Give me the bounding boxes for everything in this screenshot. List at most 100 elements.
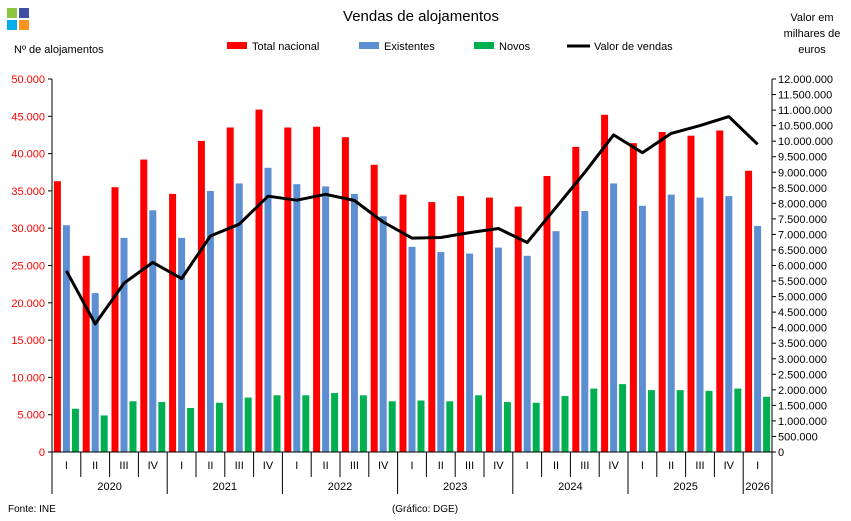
y-axis-right-label-line1: Valor em: [790, 12, 833, 24]
bar-total-nacional: [284, 127, 292, 453]
bar-total-nacional: [716, 130, 724, 452]
x-tick-label-quarter: IV: [724, 460, 735, 472]
legend-swatch-total-nacional: [227, 42, 247, 49]
legend-swatch-existentes: [359, 42, 379, 49]
bar-novos: [71, 408, 79, 452]
y-tick-label-right: 1.500.000: [778, 400, 827, 412]
y-tick-label-right: 3.500.000: [778, 338, 827, 350]
y-axis-right-label-line3: euros: [798, 44, 826, 56]
legend-label-total-nacional: Total nacional: [252, 41, 319, 53]
bar-total-nacional: [399, 194, 407, 452]
y-tick-label-right: 7.000.000: [778, 229, 827, 241]
chart-title: Vendas de alojamentos: [343, 8, 499, 25]
bar-novos: [647, 390, 655, 452]
y-tick-label-left: 5.000: [17, 410, 45, 422]
x-tick-label-quarter: III: [580, 460, 589, 472]
y-tick-label-right: 2.500.000: [778, 369, 827, 381]
legend-label-existentes: Existentes: [384, 41, 435, 53]
y-tick-label-right: 7.500.000: [778, 214, 827, 226]
y-tick-label-right: 11.000.000: [778, 105, 832, 117]
bar-existentes: [206, 190, 214, 452]
y-axis-left-ticks: 0 5.000 10.000 15.000 20.000 25.000 30.000 35.0…: [11, 74, 53, 459]
x-tick-label-quarter: I: [410, 460, 413, 472]
y-tick-label-right: 9.000.000: [778, 167, 827, 179]
x-tick-label-quarter: II: [668, 460, 674, 472]
bar-total-nacional: [745, 170, 753, 452]
y-tick-label-right: 0: [778, 447, 784, 459]
y-tick-label-left: 20.000: [11, 298, 45, 310]
bar-existentes: [322, 186, 330, 452]
bar-existentes: [293, 184, 301, 452]
bar-total-nacional: [53, 181, 61, 452]
y-tick-label-right: 10.000.000: [778, 136, 833, 148]
x-tick-label-quarter: IV: [263, 460, 274, 472]
bar-existentes: [264, 167, 272, 453]
x-tick-label-year: 2021: [213, 481, 237, 493]
y-axis-right-label-line2: milhares de: [784, 28, 841, 40]
bar-existentes: [725, 196, 733, 452]
y-tick-label-right: 9.500.000: [778, 152, 827, 164]
y-tick-label-left: 45.000: [11, 111, 45, 123]
bar-novos: [273, 395, 281, 452]
y-tick-label-right: 4.000.000: [778, 323, 827, 335]
bar-novos: [302, 395, 310, 452]
y-tick-label-right: 10.500.000: [778, 121, 833, 133]
bar-existentes: [610, 183, 618, 452]
bar-existentes: [754, 225, 762, 452]
y-tick-label-right: 2.000.000: [778, 385, 827, 397]
bar-novos: [187, 407, 195, 452]
bar-total-nacional: [111, 187, 119, 453]
bar-existentes: [350, 193, 358, 452]
dge-logo-icon: [7, 8, 29, 30]
bar-total-nacional: [341, 137, 349, 453]
bar-total-nacional: [543, 175, 551, 453]
legend-label-novos: Novos: [499, 41, 531, 53]
line-valor-de-vendas: [65, 115, 759, 326]
x-tick-label-quarter: I: [756, 460, 759, 472]
y-tick-label-right: 5.000.000: [778, 292, 827, 304]
bar-existentes: [62, 225, 70, 452]
bar-novos: [446, 401, 454, 452]
footer-source: Fonte: INE: [8, 504, 56, 515]
bar-novos: [734, 388, 742, 452]
bar-total-nacional: [370, 164, 378, 453]
bar-total-nacional: [255, 109, 263, 452]
x-tick-label-quarter: IV: [608, 460, 619, 472]
bars: [53, 109, 771, 453]
x-tick-label-quarter: II: [207, 460, 213, 472]
y-tick-label-right: 12.000.000: [778, 74, 833, 86]
x-tick-label-quarter: I: [180, 460, 183, 472]
bar-total-nacional: [572, 146, 580, 453]
x-tick-label-quarter: III: [119, 460, 128, 472]
y-tick-label-left: 40.000: [11, 149, 45, 161]
x-axis: I II III IV I II III IV I II III IV I II III IV I II III IV…: [51, 451, 773, 494]
bar-novos: [619, 384, 627, 452]
bar-existentes: [581, 211, 589, 452]
x-tick-label-quarter: III: [235, 460, 244, 472]
legend: Total nacional Existentes Novos Valor de…: [227, 41, 673, 53]
y-tick-label-right: 500.000: [778, 431, 818, 443]
x-tick-label-quarter: IV: [493, 460, 504, 472]
bar-existentes: [379, 216, 387, 452]
bar-novos: [590, 388, 598, 452]
y-tick-label-left: 10.000: [11, 372, 45, 384]
x-tick-label-quarter: IV: [378, 460, 389, 472]
bar-novos: [158, 402, 166, 452]
bar-novos: [359, 395, 367, 452]
logo-square-orange: [19, 20, 29, 30]
bar-existentes: [149, 210, 157, 452]
y-tick-label-right: 6.000.000: [778, 261, 827, 273]
y-axis-left-label: Nº de alojamentos: [14, 44, 104, 56]
bar-total-nacional: [428, 202, 436, 452]
y-tick-label-left: 30.000: [11, 223, 45, 235]
y-tick-label-right: 6.500.000: [778, 245, 827, 257]
y-tick-label-right: 11.500.000: [778, 90, 832, 102]
bar-existentes: [494, 247, 502, 452]
bar-novos: [475, 395, 483, 452]
bar-novos: [705, 390, 713, 452]
bar-novos: [676, 390, 684, 452]
bar-existentes: [178, 237, 186, 452]
bar-novos: [417, 400, 425, 452]
x-tick-label-quarter: III: [465, 460, 474, 472]
bar-existentes: [466, 253, 474, 452]
